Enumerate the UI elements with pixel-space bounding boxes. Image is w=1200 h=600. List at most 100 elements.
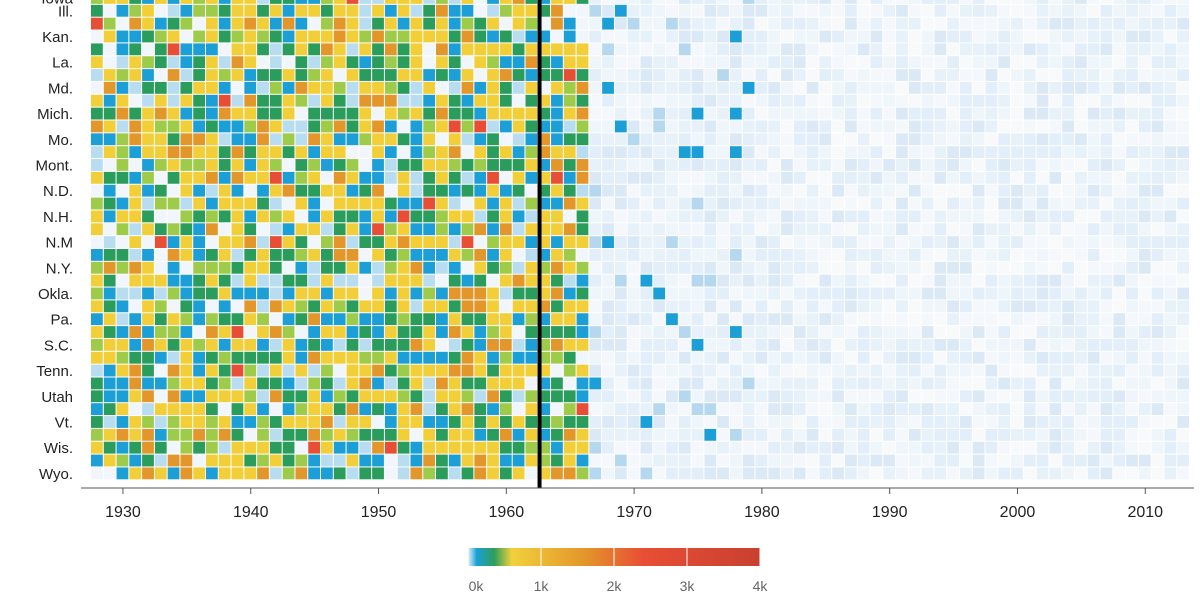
heatmap-cell — [206, 249, 218, 261]
heatmap-cell — [691, 0, 704, 4]
heatmap-cell — [142, 17, 154, 30]
heatmap-cell — [985, 377, 998, 390]
heatmap-cell — [563, 249, 576, 261]
heatmap-cell — [908, 120, 921, 133]
heatmap-cell — [359, 30, 372, 43]
heatmap-cell — [742, 236, 755, 248]
heatmap-cell — [1138, 210, 1151, 223]
heatmap-cell — [934, 197, 947, 210]
heatmap-cell — [959, 313, 972, 326]
heatmap-cell — [908, 351, 921, 364]
heatmap-cell — [1049, 69, 1062, 81]
heatmap-cell — [857, 428, 870, 441]
heatmap-cell — [640, 146, 653, 159]
heatmap-cell — [589, 159, 602, 171]
heatmap-cell — [1036, 171, 1049, 184]
heatmap-cell — [308, 43, 321, 56]
heatmap-cell — [691, 441, 704, 454]
heatmap-cell — [1074, 146, 1087, 159]
heatmap-cell — [576, 326, 589, 338]
heatmap-cell — [806, 236, 819, 248]
heatmap-cell — [282, 223, 295, 236]
heatmap-cell — [142, 261, 154, 274]
heatmap-cell — [627, 454, 640, 467]
heatmap-cell — [551, 94, 563, 107]
heatmap-cell — [717, 17, 729, 30]
heatmap-cell — [832, 210, 844, 223]
heatmap-cell — [346, 210, 359, 223]
heatmap-cell — [998, 454, 1011, 467]
heatmap-cell — [1113, 184, 1126, 197]
heatmap-cell — [321, 4, 333, 17]
heatmap-cell — [142, 351, 154, 364]
heatmap-cell — [91, 416, 103, 428]
heatmap-cell — [678, 43, 691, 56]
heatmap-cell — [691, 133, 704, 146]
heatmap-cell — [1100, 133, 1113, 146]
heatmap-cell — [755, 351, 768, 364]
heatmap-cell — [423, 94, 436, 107]
heatmap-cell — [691, 261, 704, 274]
heatmap-cell — [1023, 17, 1036, 30]
heatmap-cell — [768, 197, 781, 210]
heatmap-cell — [1049, 236, 1062, 248]
heatmap-cell — [1087, 338, 1100, 351]
heatmap-cell — [1113, 30, 1126, 43]
heatmap-cell — [129, 249, 142, 261]
heatmap-cell — [461, 236, 474, 248]
heatmap-cell — [1062, 56, 1074, 69]
heatmap-cell — [129, 184, 142, 197]
heatmap-cell — [346, 30, 359, 43]
heatmap-cell — [423, 184, 436, 197]
heatmap-cell — [180, 120, 193, 133]
heatmap-cell — [423, 390, 436, 403]
heatmap-cell — [359, 4, 372, 17]
heatmap-cell — [1023, 146, 1036, 159]
heatmap-cell — [1023, 338, 1036, 351]
heatmap-cell — [972, 416, 985, 428]
heatmap-cell — [91, 377, 103, 390]
heatmap-cell — [346, 120, 359, 133]
heatmap-cell — [1049, 390, 1062, 403]
heatmap-cell — [308, 403, 321, 416]
heatmap-cell — [231, 454, 244, 467]
heatmap-cell — [180, 338, 193, 351]
heatmap-cell — [576, 454, 589, 467]
heatmap-cell — [589, 0, 602, 4]
heatmap-cell — [257, 146, 269, 159]
heatmap-cell — [384, 351, 397, 364]
heatmap-cell — [806, 4, 819, 17]
heatmap-cell — [448, 69, 461, 81]
heatmap-cell — [844, 377, 857, 390]
heatmap-cell — [691, 338, 704, 351]
heatmap-cell — [998, 351, 1011, 364]
heatmap-cell — [985, 159, 998, 171]
heatmap-cell — [448, 454, 461, 467]
heatmap-cell — [1164, 300, 1177, 313]
heatmap-cell — [806, 249, 819, 261]
heatmap-cell — [436, 441, 448, 454]
heatmap-cell — [1113, 326, 1126, 338]
heatmap-cell — [103, 223, 116, 236]
heatmap-cell — [269, 133, 282, 146]
heatmap-cell — [896, 223, 908, 236]
heatmap-cell — [1087, 223, 1100, 236]
heatmap-cell — [142, 249, 154, 261]
heatmap-cell — [1023, 107, 1036, 120]
heatmap-cell — [1011, 4, 1023, 17]
heatmap-cell — [742, 197, 755, 210]
heatmap-cell — [397, 249, 410, 261]
heatmap-cell — [346, 377, 359, 390]
heatmap-cell — [742, 287, 755, 300]
heatmap-cell — [282, 146, 295, 159]
heatmap-cell — [372, 69, 384, 81]
heatmap-cell — [972, 467, 985, 480]
heatmap-cell — [1011, 236, 1023, 248]
heatmap-cell — [487, 236, 499, 248]
heatmap-cell — [538, 287, 551, 300]
heatmap-cell — [372, 0, 384, 4]
heatmap-cell — [231, 249, 244, 261]
heatmap-cell — [142, 274, 154, 287]
heatmap-cell — [666, 4, 678, 17]
heatmap-cell — [461, 107, 474, 120]
